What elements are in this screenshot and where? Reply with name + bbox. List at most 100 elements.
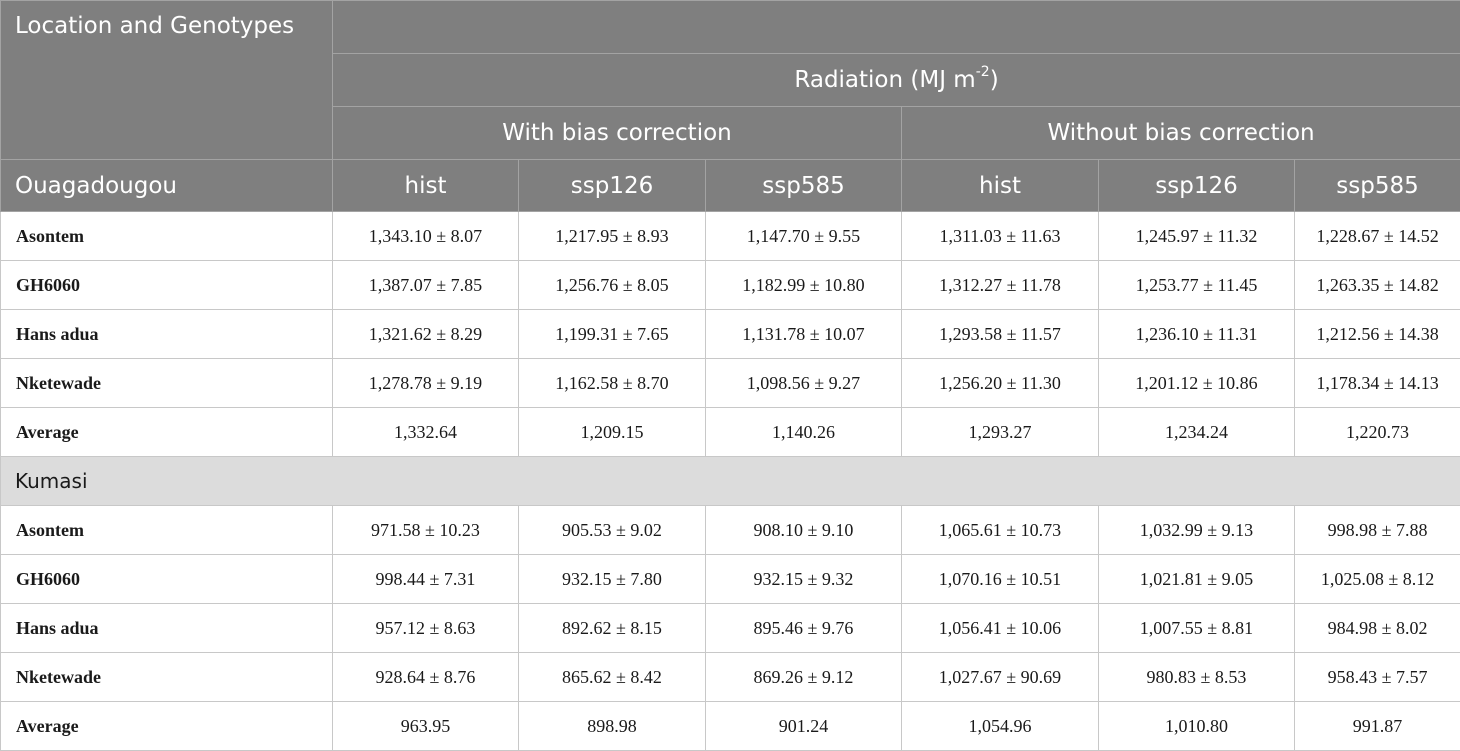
value-cell: 963.95 bbox=[333, 702, 519, 751]
genotype-label: Hans adua bbox=[1, 310, 333, 359]
blank-header bbox=[333, 1, 1460, 54]
radiation-label: Radiation (MJ m bbox=[794, 67, 975, 93]
value-cell: 865.62 ± 8.42 bbox=[519, 653, 706, 702]
value-cell: 1,212.56 ± 14.38 bbox=[1295, 310, 1460, 359]
value-cell: 932.15 ± 7.80 bbox=[519, 555, 706, 604]
location-label: Kumasi bbox=[1, 457, 1460, 506]
value-cell: 1,010.80 bbox=[1099, 702, 1295, 751]
value-cell: 998.44 ± 7.31 bbox=[333, 555, 519, 604]
value-cell: 1,027.67 ± 90.69 bbox=[902, 653, 1099, 702]
value-cell: 1,293.58 ± 11.57 bbox=[902, 310, 1099, 359]
value-cell: 1,032.99 ± 9.13 bbox=[1099, 506, 1295, 555]
corner-header: Location and Genotypes bbox=[1, 1, 333, 160]
value-cell: 1,054.96 bbox=[902, 702, 1099, 751]
value-cell: 1,140.26 bbox=[706, 408, 902, 457]
value-cell: 1,007.55 ± 8.81 bbox=[1099, 604, 1295, 653]
value-cell: 1,245.97 ± 11.32 bbox=[1099, 212, 1295, 261]
value-cell: 1,263.35 ± 14.82 bbox=[1295, 261, 1460, 310]
scenario-header: ssp126 bbox=[519, 160, 706, 212]
value-cell: 1,217.95 ± 8.93 bbox=[519, 212, 706, 261]
value-cell: 1,065.61 ± 10.73 bbox=[902, 506, 1099, 555]
value-cell: 1,228.67 ± 14.52 bbox=[1295, 212, 1460, 261]
scenario-header: ssp585 bbox=[706, 160, 902, 212]
value-cell: 1,311.03 ± 11.63 bbox=[902, 212, 1099, 261]
genotype-label: Asontem bbox=[1, 506, 333, 555]
value-cell: 1,220.73 bbox=[1295, 408, 1460, 457]
genotype-label: Asontem bbox=[1, 212, 333, 261]
value-cell: 1,236.10 ± 11.31 bbox=[1099, 310, 1295, 359]
value-cell: 1,147.70 ± 9.55 bbox=[706, 212, 902, 261]
radiation-label-end: ) bbox=[990, 67, 999, 93]
genotype-label: GH6060 bbox=[1, 261, 333, 310]
table-header: Location and Genotypes Radiation (MJ m-2… bbox=[1, 1, 1460, 212]
value-cell: 1,178.34 ± 14.13 bbox=[1295, 359, 1460, 408]
value-cell: 895.46 ± 9.76 bbox=[706, 604, 902, 653]
with-bias-header: With bias correction bbox=[333, 107, 902, 160]
value-cell: 869.26 ± 9.12 bbox=[706, 653, 902, 702]
value-cell: 1,209.15 bbox=[519, 408, 706, 457]
value-cell: 1,312.27 ± 11.78 bbox=[902, 261, 1099, 310]
value-cell: 892.62 ± 8.15 bbox=[519, 604, 706, 653]
value-cell: 1,199.31 ± 7.65 bbox=[519, 310, 706, 359]
genotype-label: GH6060 bbox=[1, 555, 333, 604]
radiation-unit-exponent: -2 bbox=[976, 64, 990, 80]
value-cell: 957.12 ± 8.63 bbox=[333, 604, 519, 653]
value-cell: 1,162.58 ± 8.70 bbox=[519, 359, 706, 408]
scenario-header: hist bbox=[333, 160, 519, 212]
value-cell: 1,321.62 ± 8.29 bbox=[333, 310, 519, 359]
value-cell: 928.64 ± 8.76 bbox=[333, 653, 519, 702]
scenario-header: hist bbox=[902, 160, 1099, 212]
value-cell: 1,293.27 bbox=[902, 408, 1099, 457]
value-cell: 901.24 bbox=[706, 702, 902, 751]
value-cell: 1,253.77 ± 11.45 bbox=[1099, 261, 1295, 310]
value-cell: 991.87 bbox=[1295, 702, 1460, 751]
value-cell: 1,256.76 ± 8.05 bbox=[519, 261, 706, 310]
value-cell: 1,278.78 ± 9.19 bbox=[333, 359, 519, 408]
genotype-label: Nketewade bbox=[1, 359, 333, 408]
scenario-header: ssp126 bbox=[1099, 160, 1295, 212]
genotype-label: Average bbox=[1, 408, 333, 457]
value-cell: 898.98 bbox=[519, 702, 706, 751]
value-cell: 1,387.07 ± 7.85 bbox=[333, 261, 519, 310]
value-cell: 1,056.41 ± 10.06 bbox=[902, 604, 1099, 653]
genotype-label: Nketewade bbox=[1, 653, 333, 702]
value-cell: 984.98 ± 8.02 bbox=[1295, 604, 1460, 653]
value-cell: 1,234.24 bbox=[1099, 408, 1295, 457]
without-bias-header: Without bias correction bbox=[902, 107, 1460, 160]
genotype-label: Hans adua bbox=[1, 604, 333, 653]
value-cell: 971.58 ± 10.23 bbox=[333, 506, 519, 555]
value-cell: 998.98 ± 7.88 bbox=[1295, 506, 1460, 555]
value-cell: 905.53 ± 9.02 bbox=[519, 506, 706, 555]
value-cell: 1,021.81 ± 9.05 bbox=[1099, 555, 1295, 604]
value-cell: 908.10 ± 9.10 bbox=[706, 506, 902, 555]
value-cell: 1,182.99 ± 10.80 bbox=[706, 261, 902, 310]
value-cell: 980.83 ± 8.53 bbox=[1099, 653, 1295, 702]
value-cell: 1,070.16 ± 10.51 bbox=[902, 555, 1099, 604]
genotype-label: Average bbox=[1, 702, 333, 751]
value-cell: 1,098.56 ± 9.27 bbox=[706, 359, 902, 408]
value-cell: 1,343.10 ± 8.07 bbox=[333, 212, 519, 261]
radiation-group-header: Radiation (MJ m-2) bbox=[333, 54, 1460, 107]
section-row-kumasi: Kumasi bbox=[1, 457, 1460, 506]
value-cell: 932.15 ± 9.32 bbox=[706, 555, 902, 604]
value-cell: 1,201.12 ± 10.86 bbox=[1099, 359, 1295, 408]
value-cell: 1,025.08 ± 8.12 bbox=[1295, 555, 1460, 604]
value-cell: 1,256.20 ± 11.30 bbox=[902, 359, 1099, 408]
value-cell: 958.43 ± 7.57 bbox=[1295, 653, 1460, 702]
location-header-ouagadougou: Ouagadougou bbox=[1, 160, 333, 212]
value-cell: 1,131.78 ± 10.07 bbox=[706, 310, 902, 359]
value-cell: 1,332.64 bbox=[333, 408, 519, 457]
scenario-header: ssp585 bbox=[1295, 160, 1460, 212]
